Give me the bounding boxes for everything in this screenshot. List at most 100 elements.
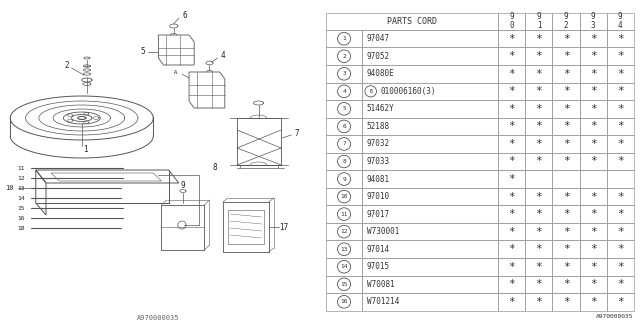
- Bar: [499, 12, 525, 30]
- Text: 10: 10: [5, 185, 13, 191]
- Bar: [362, 118, 499, 135]
- Bar: [499, 118, 525, 135]
- Bar: [362, 223, 499, 240]
- Text: *: *: [563, 244, 570, 254]
- Bar: [552, 83, 580, 100]
- Text: 010006160(3): 010006160(3): [381, 87, 436, 96]
- Text: 15: 15: [340, 282, 348, 287]
- Bar: [362, 135, 499, 153]
- Bar: [499, 205, 525, 223]
- Bar: [499, 47, 525, 65]
- Text: 12: 12: [340, 229, 348, 234]
- Text: W701214: W701214: [367, 297, 399, 306]
- Text: *: *: [563, 104, 570, 114]
- Text: 6: 6: [182, 11, 188, 20]
- Text: 3: 3: [342, 71, 346, 76]
- Text: 7: 7: [342, 141, 346, 147]
- Text: 16: 16: [17, 215, 24, 220]
- Bar: [525, 65, 552, 83]
- Text: *: *: [617, 121, 623, 132]
- Bar: [525, 153, 552, 170]
- Text: *: *: [589, 192, 596, 202]
- Bar: [607, 12, 634, 30]
- Text: *: *: [589, 34, 596, 44]
- Text: *: *: [563, 262, 570, 272]
- Text: *: *: [589, 51, 596, 61]
- Text: 94081: 94081: [367, 174, 390, 184]
- Bar: [580, 240, 607, 258]
- Bar: [326, 188, 362, 205]
- Bar: [362, 258, 499, 276]
- Text: *: *: [509, 69, 515, 79]
- Bar: [525, 30, 552, 47]
- Text: *: *: [589, 227, 596, 237]
- Text: *: *: [589, 121, 596, 132]
- Bar: [580, 153, 607, 170]
- Bar: [499, 276, 525, 293]
- Text: 4: 4: [220, 52, 225, 60]
- Bar: [362, 170, 499, 188]
- Bar: [499, 240, 525, 258]
- Text: *: *: [536, 227, 542, 237]
- Text: 51462Y: 51462Y: [367, 104, 394, 113]
- Bar: [525, 47, 552, 65]
- Bar: [552, 65, 580, 83]
- Text: *: *: [536, 156, 542, 166]
- Text: *: *: [563, 297, 570, 307]
- Text: 97014: 97014: [367, 245, 390, 254]
- Text: W730001: W730001: [367, 227, 399, 236]
- Bar: [362, 100, 499, 118]
- Text: 8: 8: [342, 159, 346, 164]
- Text: *: *: [563, 121, 570, 132]
- Text: 5: 5: [141, 47, 145, 57]
- Bar: [499, 30, 525, 47]
- Bar: [499, 153, 525, 170]
- Bar: [552, 293, 580, 311]
- Bar: [552, 188, 580, 205]
- Text: *: *: [509, 279, 515, 289]
- Text: 5: 5: [342, 106, 346, 111]
- Text: 14: 14: [17, 196, 24, 201]
- Text: 11: 11: [17, 165, 24, 171]
- Text: *: *: [563, 86, 570, 96]
- Text: 14: 14: [340, 264, 348, 269]
- Bar: [499, 258, 525, 276]
- Text: 97052: 97052: [367, 52, 390, 61]
- Bar: [552, 205, 580, 223]
- Text: PARTS CORD: PARTS CORD: [387, 17, 437, 26]
- Text: 10: 10: [340, 194, 348, 199]
- Bar: [552, 30, 580, 47]
- Bar: [552, 153, 580, 170]
- Bar: [607, 293, 634, 311]
- Text: *: *: [617, 244, 623, 254]
- Text: 15: 15: [17, 205, 24, 211]
- Text: *: *: [563, 227, 570, 237]
- Text: 16: 16: [340, 299, 348, 304]
- Text: *: *: [536, 104, 542, 114]
- Bar: [525, 293, 552, 311]
- Text: 6: 6: [342, 124, 346, 129]
- Text: *: *: [536, 209, 542, 219]
- Text: 1: 1: [342, 36, 346, 41]
- Text: 1: 1: [84, 146, 88, 155]
- Bar: [607, 65, 634, 83]
- Text: B: B: [369, 89, 372, 94]
- Bar: [607, 205, 634, 223]
- Text: *: *: [536, 139, 542, 149]
- Text: *: *: [617, 227, 623, 237]
- Text: *: *: [563, 139, 570, 149]
- Bar: [525, 205, 552, 223]
- Text: *: *: [617, 51, 623, 61]
- Text: 97015: 97015: [367, 262, 390, 271]
- Bar: [552, 100, 580, 118]
- Text: 13: 13: [17, 186, 24, 190]
- Bar: [362, 276, 499, 293]
- Bar: [580, 293, 607, 311]
- Text: *: *: [589, 104, 596, 114]
- Text: *: *: [563, 51, 570, 61]
- Bar: [362, 47, 499, 65]
- Text: 9
2: 9 2: [564, 12, 568, 30]
- Bar: [326, 170, 362, 188]
- Bar: [326, 100, 362, 118]
- Text: 18: 18: [17, 226, 24, 230]
